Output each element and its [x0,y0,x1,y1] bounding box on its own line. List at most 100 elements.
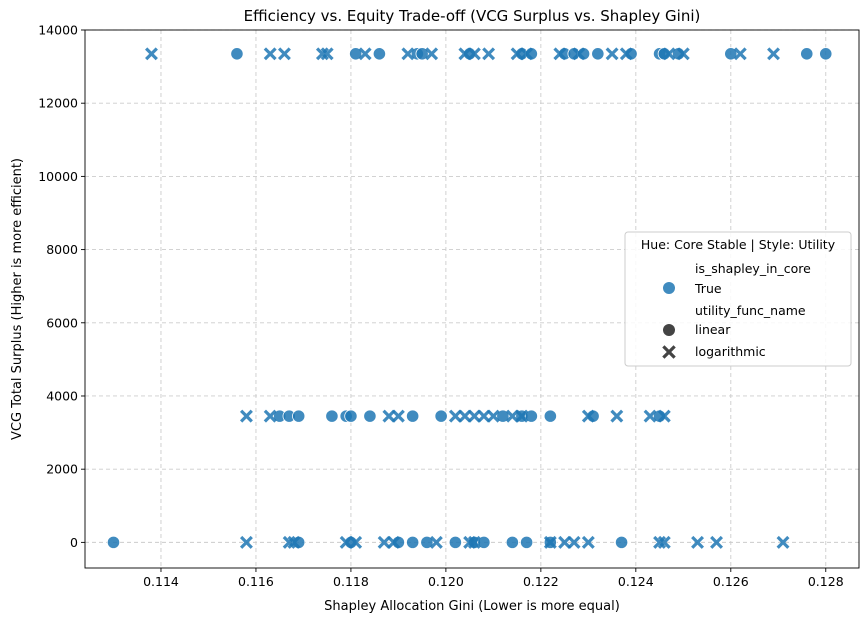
point-logarithmic [515,409,529,423]
legend-title: Hue: Core Stable | Style: Utility [641,237,836,252]
axis-ticks: 0.114 0.116 0.118 0.120 0.122 0.124 0.126 0.128… [38,23,843,590]
plot-frame [84,29,860,569]
point-linear [420,535,434,549]
point-logarithmic [643,409,657,423]
point-logarithmic [467,535,481,549]
x-tick-label: 0.116 [238,574,274,589]
point-logarithmic [657,409,671,423]
point-logarithmic [391,409,405,423]
point-linear [524,409,538,423]
legend-entry-true: True [694,281,722,296]
point-logarithmic [448,409,462,423]
point-logarithmic [458,409,472,423]
point-linear [800,47,814,61]
point-logarithmic [239,409,253,423]
point-logarithmic [458,47,472,61]
point-logarithmic [710,535,724,549]
point-logarithmic [349,535,363,549]
point-logarithmic [581,409,595,423]
point-linear [106,535,121,549]
point-logarithmic [657,535,671,549]
point-logarithmic [425,47,439,61]
point-linear [496,409,510,423]
point-logarithmic [558,535,572,549]
x-tick-label: 0.118 [333,574,369,589]
point-logarithmic [482,47,496,61]
point-linear [415,47,429,61]
point-logarithmic [145,47,158,61]
point-logarithmic [776,535,790,549]
y-tick-label: 4000 [46,388,78,403]
legend-marker-logarithmic [662,345,676,359]
point-logarithmic [676,47,690,61]
legend-style-title: utility_func_name [695,303,806,318]
point-linear [372,47,387,61]
point-linear [505,535,519,549]
point-logarithmic [572,47,586,61]
point-logarithmic [543,535,557,549]
point-logarithmic [662,47,676,61]
point-logarithmic [377,535,391,549]
point-linear [614,535,629,549]
point-logarithmic [520,47,534,61]
point-logarithmic [510,47,524,61]
point-linear [406,535,420,549]
point-linear [591,47,605,61]
point-linear [363,409,377,423]
point-logarithmic [505,409,519,423]
point-logarithmic [320,47,334,61]
y-tick-label: 0 [70,535,78,550]
x-tick-label: 0.124 [618,574,654,589]
point-linear [819,47,833,61]
point-logarithmic [263,409,277,423]
point-logarithmic [486,409,500,423]
x-tick-label: 0.126 [713,574,749,589]
point-logarithmic [605,47,619,61]
y-tick-label: 6000 [46,315,78,330]
point-logarithmic [567,535,581,549]
point-linear [406,409,420,423]
point-linear [230,47,244,61]
point-logarithmic [477,409,491,423]
point-linear [448,535,462,549]
point-linear [724,47,738,61]
point-logarithmic [691,535,705,549]
point-logarithmic [733,47,747,61]
grid-lines [85,29,859,568]
y-tick-label: 14000 [38,23,78,38]
y-axis-label: VCG Total Surplus (Higher is more effici… [10,158,25,440]
legend-marker-linear [663,324,675,336]
point-logarithmic [401,47,415,61]
point-logarithmic [382,409,396,423]
point-linear [520,535,534,549]
y-tick-label: 12000 [38,96,78,111]
point-logarithmic [387,535,401,549]
point-linear [434,409,448,423]
data-points [106,47,833,549]
y-tick-label: 8000 [46,242,78,257]
point-logarithmic [287,535,301,549]
point-linear [349,47,363,61]
y-tick-label: 10000 [38,169,78,184]
legend: Hue: Core Stable | Style: Utility is_sha… [624,231,852,367]
point-logarithmic [429,535,443,549]
point-linear [292,409,306,423]
x-tick-label: 0.122 [523,574,559,589]
y-tick-label: 2000 [46,462,78,477]
point-logarithmic [239,535,253,549]
point-logarithmic [467,47,481,61]
x-tick-label: 0.120 [428,574,464,589]
point-logarithmic [767,47,780,61]
point-logarithmic [358,47,372,61]
x-axis-label: Shapley Allocation Gini (Lower is more e… [324,599,620,614]
point-logarithmic [277,47,291,61]
point-linear [543,409,557,423]
point-logarithmic [339,535,353,549]
x-tick-label: 0.128 [808,574,844,589]
legend-entry-linear: linear [695,322,731,337]
legend-box [624,231,852,367]
point-logarithmic [467,409,481,423]
point-logarithmic [581,535,595,549]
legend-hue-title: is_shapley_in_core [695,261,811,276]
